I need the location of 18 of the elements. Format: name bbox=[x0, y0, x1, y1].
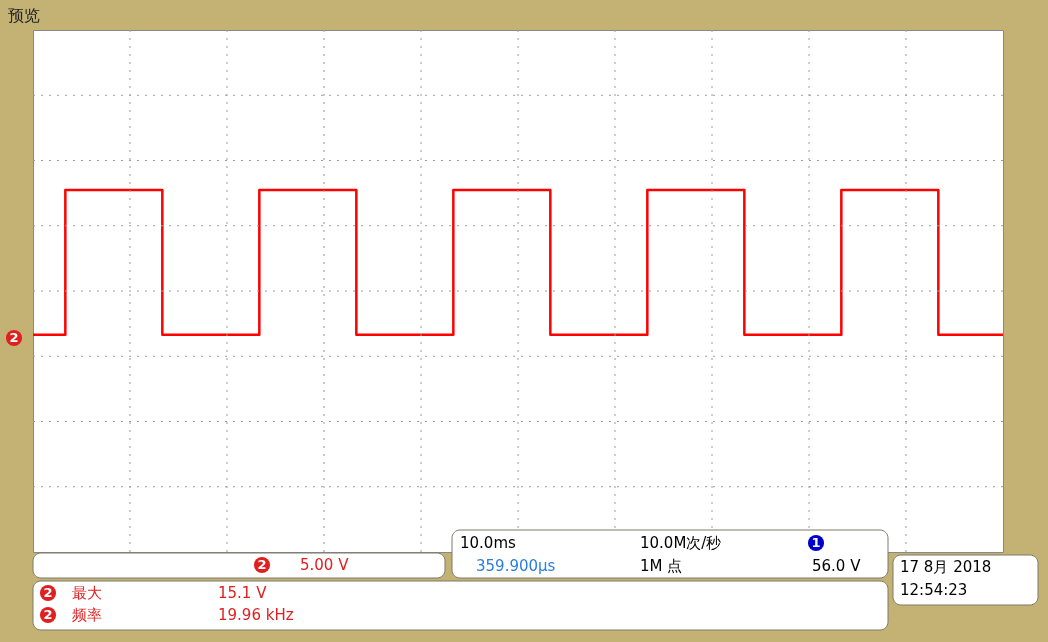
annotation: 10.0M次/秒 bbox=[640, 534, 722, 552]
text: 12:54:23 bbox=[900, 581, 968, 599]
text: 1M 点 bbox=[640, 557, 683, 575]
text: 2 bbox=[43, 607, 53, 622]
text: 2 bbox=[257, 557, 267, 572]
text: 17 8月 2018 bbox=[900, 558, 992, 576]
text: 2 bbox=[9, 330, 19, 345]
text: 19.96 kHz bbox=[218, 606, 294, 624]
annotation: 1 bbox=[811, 535, 821, 550]
text: 359.900µs bbox=[476, 557, 556, 575]
annotation: 10.0ms bbox=[460, 534, 517, 552]
text: 频率 bbox=[72, 606, 102, 624]
text: 5.00 V bbox=[300, 556, 350, 574]
text: 2 bbox=[43, 585, 53, 600]
chart-title: 预览 bbox=[8, 6, 40, 25]
text: 15.1 V bbox=[218, 584, 268, 602]
text: 56.0 V bbox=[812, 557, 862, 575]
text: 最大 bbox=[72, 584, 102, 602]
